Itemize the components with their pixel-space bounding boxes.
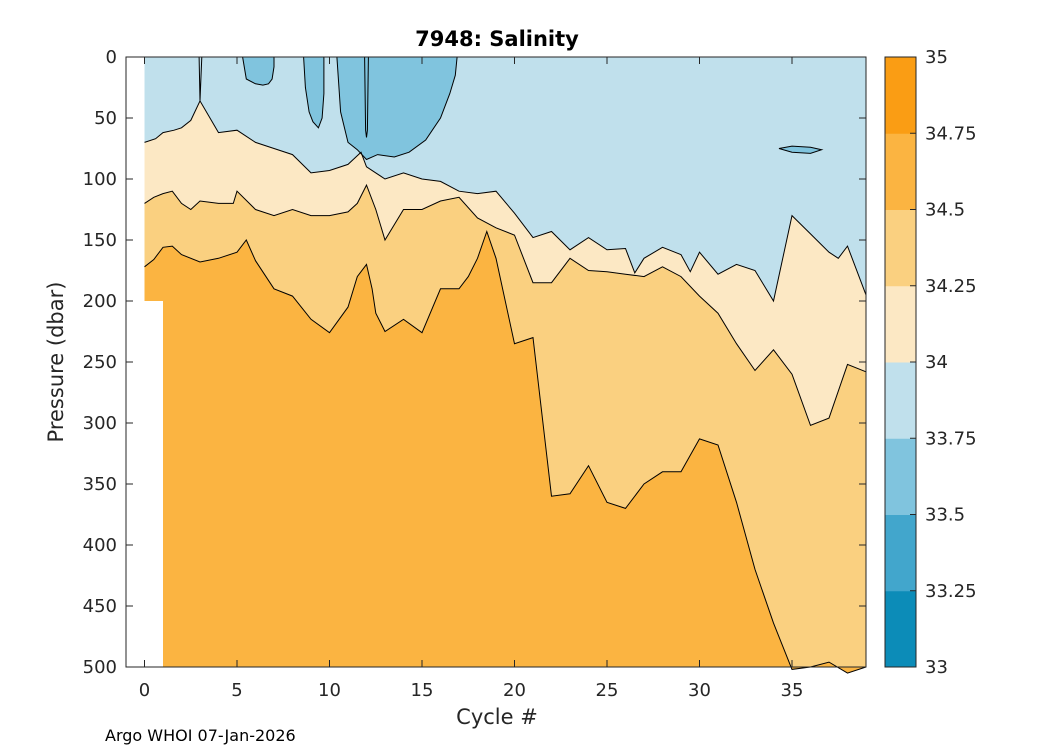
y-tick-label: 400 — [83, 535, 117, 556]
band-33.75-34 — [144, 57, 866, 301]
colorbar-segment — [885, 590, 916, 668]
x-tick-label: 10 — [318, 680, 341, 701]
band-34.5-34.75 — [144, 231, 866, 674]
colorbar-tick-label: 34 — [925, 352, 948, 373]
band-34-34.25 — [144, 100, 866, 426]
isohaline-34 — [144, 99, 867, 303]
y-axis: 0 50 100 150 200 250 300 350 400 450 500 — [83, 47, 866, 678]
colorbar-tick-label: 33.5 — [925, 505, 965, 526]
isohaline-34.5 — [144, 229, 867, 674]
y-tick-label: 300 — [83, 413, 117, 434]
colorbar: 33 33.25 33.5 33.75 34 34.25 34.5 34.75 35 — [884, 47, 977, 678]
x-tick-label: 5 — [231, 680, 242, 701]
y-tick-label: 500 — [83, 657, 117, 678]
colorbar-tick-label: 34.75 — [925, 123, 977, 144]
colorbar-segment — [885, 57, 916, 134]
y-tick-label: 50 — [94, 108, 117, 129]
x-axis-label: Cycle # — [456, 705, 538, 729]
colorbar-tick-label: 33 — [925, 657, 948, 678]
salinity-eddy — [778, 145, 824, 154]
colorbar-tick-label: 35 — [925, 47, 948, 68]
x-tick-label: 35 — [781, 680, 804, 701]
x-tick-label: 0 — [139, 680, 150, 701]
colorbar-segment — [885, 514, 916, 592]
contour-filament — [198, 56, 203, 101]
y-tick-label: 100 — [83, 169, 117, 190]
x-tick-label: 30 — [688, 680, 711, 701]
footer-credit: Argo WHOI 07-Jan-2026 — [105, 726, 296, 745]
y-tick-label: 150 — [83, 230, 117, 251]
band-34.25-34.5 — [144, 185, 866, 674]
chart-title: 7948: Salinity — [415, 27, 579, 51]
x-tick-label: 20 — [503, 680, 526, 701]
salinity-lens — [242, 56, 275, 86]
salinity-lens — [303, 56, 325, 129]
colorbar-tick-label: 34.25 — [925, 276, 977, 297]
contour-filament — [364, 56, 369, 138]
x-axis: 0 5 10 15 20 25 30 35 — [139, 57, 804, 701]
y-tick-label: 200 — [83, 291, 117, 312]
colorbar-segment — [885, 285, 916, 363]
x-tick-label: 15 — [411, 680, 434, 701]
y-tick-label: 350 — [83, 474, 117, 495]
colorbar-segment — [885, 362, 916, 439]
colorbar-segment — [885, 438, 916, 515]
missing-data-region — [143, 301, 163, 668]
y-axis-label: Pressure (dbar) — [44, 282, 68, 443]
x-tick-label: 25 — [596, 680, 619, 701]
y-tick-label: 450 — [83, 596, 117, 617]
colorbar-tick-label: 33.75 — [925, 428, 977, 449]
plot-area — [125, 56, 867, 674]
colorbar-segment — [885, 209, 916, 287]
colorbar-segment — [885, 133, 916, 210]
y-tick-label: 0 — [106, 47, 117, 68]
colorbar-tick-label: 33.25 — [925, 581, 977, 602]
isohaline-34.25 — [144, 183, 867, 427]
y-tick-label: 250 — [83, 352, 117, 373]
colorbar-tick-label: 34.5 — [925, 200, 965, 221]
